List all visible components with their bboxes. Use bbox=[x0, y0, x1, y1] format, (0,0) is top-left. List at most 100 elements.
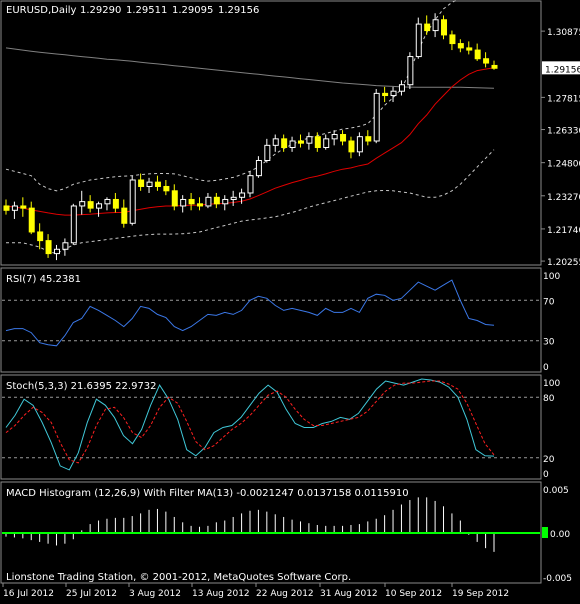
candle-body bbox=[407, 56, 414, 86]
time-tick-label: 3 Aug 2012 bbox=[129, 589, 181, 599]
candle[interactable] bbox=[213, 192, 220, 209]
macd-pane[interactable]: 0.005 0.00 -0.005 bbox=[2, 486, 572, 584]
candle[interactable] bbox=[37, 223, 44, 250]
candle-body bbox=[272, 138, 279, 146]
time-tick-label: 31 Aug 2012 bbox=[320, 589, 378, 599]
candle[interactable] bbox=[247, 171, 254, 198]
candle[interactable] bbox=[239, 188, 246, 204]
ohlc-high: 1.29511 bbox=[126, 5, 167, 16]
candle-body bbox=[3, 205, 10, 211]
candle[interactable] bbox=[331, 130, 338, 146]
candle[interactable] bbox=[180, 195, 187, 213]
candle-body bbox=[171, 190, 178, 207]
candle[interactable] bbox=[230, 190, 237, 206]
candle-body bbox=[466, 47, 473, 51]
rsi-pane[interactable]: 100 70 30 0 bbox=[2, 272, 560, 373]
candle[interactable] bbox=[53, 244, 60, 261]
candle[interactable] bbox=[424, 15, 431, 35]
candle[interactable] bbox=[390, 86, 397, 103]
candle[interactable] bbox=[348, 136, 355, 159]
candle-body bbox=[314, 136, 321, 149]
stoch-title: Stoch(5,3,3) 21.6395 22.9732 bbox=[6, 381, 157, 392]
axis-tick-label: 20 bbox=[543, 455, 555, 465]
candle[interactable] bbox=[28, 201, 35, 235]
candle[interactable] bbox=[432, 13, 439, 38]
candle[interactable] bbox=[3, 199, 10, 215]
candle[interactable] bbox=[457, 39, 464, 53]
candle-body bbox=[398, 84, 405, 92]
candle[interactable] bbox=[197, 197, 204, 211]
candle-body bbox=[264, 144, 271, 161]
candle[interactable] bbox=[449, 30, 456, 51]
candle[interactable] bbox=[415, 17, 422, 59]
candle-body bbox=[415, 23, 422, 58]
candle[interactable] bbox=[483, 52, 490, 68]
candle[interactable] bbox=[79, 190, 86, 215]
candle[interactable] bbox=[407, 52, 414, 90]
candle-body bbox=[154, 181, 161, 187]
macd-pane-frame bbox=[0, 481, 542, 584]
candle[interactable] bbox=[138, 173, 145, 191]
candle[interactable] bbox=[163, 179, 170, 196]
candle-body bbox=[449, 34, 456, 45]
rsi-line bbox=[5, 279, 495, 347]
candle[interactable] bbox=[20, 197, 27, 217]
candle[interactable] bbox=[314, 132, 321, 152]
candle[interactable] bbox=[466, 41, 473, 55]
axis-tick-label: 80 bbox=[543, 394, 555, 404]
candle[interactable] bbox=[129, 175, 136, 226]
candle[interactable] bbox=[104, 197, 111, 211]
candle[interactable] bbox=[205, 192, 212, 209]
candle-body bbox=[365, 136, 372, 142]
ohlc-low: 1.29095 bbox=[172, 5, 213, 16]
candle[interactable] bbox=[87, 195, 94, 213]
zero-level-tag bbox=[542, 527, 548, 538]
candle[interactable] bbox=[441, 15, 448, 40]
candle[interactable] bbox=[70, 203, 77, 245]
candle[interactable] bbox=[146, 177, 153, 193]
candle-body bbox=[129, 179, 136, 224]
candle[interactable] bbox=[382, 86, 389, 103]
candle[interactable] bbox=[96, 201, 103, 217]
candle[interactable] bbox=[272, 134, 279, 152]
time-tick-label: 16 Jul 2012 bbox=[3, 589, 54, 599]
copyright-footer: Lionstone Trading Station, © 2001-2012, … bbox=[6, 572, 351, 583]
candle-body bbox=[11, 205, 18, 211]
candle[interactable] bbox=[306, 132, 313, 150]
candle[interactable] bbox=[45, 234, 52, 258]
candle[interactable] bbox=[373, 89, 380, 144]
candle[interactable] bbox=[323, 134, 330, 150]
candle[interactable] bbox=[112, 192, 119, 213]
candle[interactable] bbox=[340, 130, 347, 146]
axis-tick-label: 0.00 bbox=[550, 530, 570, 540]
candle[interactable] bbox=[171, 184, 178, 211]
candle[interactable] bbox=[11, 201, 18, 219]
axis-tick-label: 30 bbox=[543, 338, 555, 348]
candle[interactable] bbox=[356, 132, 363, 157]
time-tick-label: 10 Sep 2012 bbox=[385, 589, 442, 599]
candle-body bbox=[180, 198, 187, 207]
candle[interactable] bbox=[297, 134, 304, 148]
price-tick-label: 1.21740 bbox=[547, 226, 580, 236]
candle[interactable] bbox=[264, 138, 271, 163]
candle[interactable] bbox=[188, 192, 195, 211]
price-tick-label: 1.23270 bbox=[547, 193, 580, 203]
candle[interactable] bbox=[365, 130, 372, 146]
stoch-pane[interactable]: 100 80 20 0 bbox=[2, 378, 560, 480]
candle[interactable] bbox=[491, 60, 498, 70]
candle[interactable] bbox=[255, 156, 262, 178]
candle[interactable] bbox=[398, 80, 405, 96]
candle-body bbox=[390, 90, 397, 97]
candle[interactable] bbox=[62, 238, 69, 256]
candle[interactable] bbox=[474, 43, 481, 61]
candle-body bbox=[281, 138, 288, 149]
candle[interactable] bbox=[154, 175, 161, 191]
candle[interactable] bbox=[281, 134, 288, 152]
candle[interactable] bbox=[289, 136, 296, 152]
candle[interactable] bbox=[222, 195, 229, 211]
candle[interactable] bbox=[121, 199, 128, 228]
price-pane[interactable]: 1.30875 1.29156 1.27815 1.26330 1.24800 1.232… bbox=[3, 0, 580, 268]
stoch-main-line bbox=[5, 378, 495, 471]
